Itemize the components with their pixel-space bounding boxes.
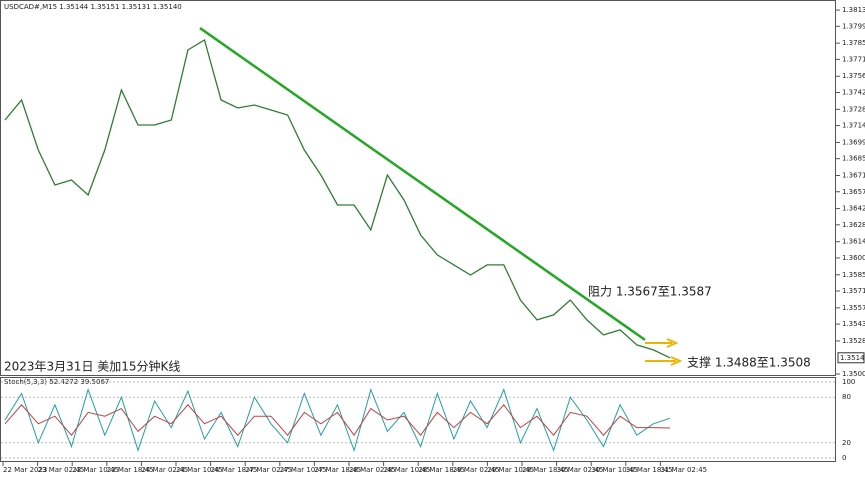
x-tick-label: 29 Mar 02:45 (453, 466, 500, 474)
x-tick-label: 28 Mar 18:45 (418, 466, 465, 474)
y-tick-label: 1.36570 (842, 188, 865, 196)
x-tick-label: 30 Mar 18:45 (626, 466, 673, 474)
header: USDCAD#,M15 1.35144 1.35151 1.35131 1.35… (4, 3, 182, 11)
price-panel (0, 0, 836, 376)
x-tick-label: 24 Mar 10:45 (176, 466, 223, 474)
x-tick-label: 30 Mar 02:45 (557, 466, 604, 474)
y-tick-label: 1.37140 (842, 122, 865, 130)
x-tick-label: 22 Mar 2023 (3, 466, 47, 474)
y-tick-label: 1.36000 (842, 254, 865, 262)
last-price-label: 1.35140 (840, 354, 865, 362)
support-arrow (645, 356, 683, 366)
stoch-tick-label: 0 (842, 454, 846, 462)
stoch-line (4, 404, 671, 437)
x-tick-label: 29 Mar 18:45 (522, 466, 569, 474)
stoch-tick-label: 20 (842, 439, 851, 447)
x-tick-label: 27 Mar 02:45 (245, 466, 292, 474)
y-tick-label: 1.37850 (842, 39, 865, 47)
x-tick-label: 27 Mar 18:45 (314, 466, 361, 474)
y-tick-label: 1.35430 (842, 320, 865, 328)
x-tick-label: 23 Mar 18:45 (107, 466, 154, 474)
price-line (4, 39, 671, 359)
y-tick-label: 1.35285 (842, 337, 865, 345)
last-price-box (837, 352, 865, 364)
y-tick-label: 1.35000 (842, 370, 865, 378)
y-tick-label: 1.37565 (842, 72, 865, 80)
trendline (199, 27, 646, 341)
y-tick-label: 1.35855 (842, 271, 865, 279)
y-tick-label: 1.38135 (842, 6, 865, 14)
y-tick-label: 1.35715 (842, 287, 865, 295)
stoch-line (4, 387, 671, 453)
x-tick-label: 23 Mar 10:45 (72, 466, 119, 474)
chart-title: 2023年3月31日 美加15分钟K线 (4, 359, 180, 374)
stoch-tick-label: 100 (842, 378, 855, 386)
stoch-tick-label: 80 (842, 393, 851, 401)
y-tick-label: 1.36425 (842, 205, 865, 213)
resistance-label: 阻力 1.3567至1.3587 (588, 285, 712, 299)
x-tick-label: 24 Mar 02:45 (141, 466, 188, 474)
y-tick-label: 1.37280 (842, 105, 865, 113)
stoch-header: Stoch(5,3,3) 52.4272 39.5067 (4, 378, 109, 386)
x-tick-label: 24 Mar 18:45 (211, 466, 258, 474)
x-tick-label: 28 Mar 02:45 (349, 466, 396, 474)
y-tick-label: 1.36140 (842, 238, 865, 246)
y-tick-label: 1.36710 (842, 171, 865, 179)
y-tick-label: 1.37425 (842, 88, 865, 96)
x-tick-label: 23 Mar 02:45 (38, 466, 85, 474)
x-tick-label: 31 Mar 02:45 (660, 466, 707, 474)
y-tick-label: 1.36285 (842, 221, 865, 229)
y-tick-label: 1.37995 (842, 22, 865, 30)
support-label: 支撑 1.3488至1.3508 (687, 355, 811, 370)
y-tick-label: 1.36855 (842, 155, 865, 163)
x-tick-label: 27 Mar 10:45 (280, 466, 327, 474)
y-tick-label: 1.37710 (842, 55, 865, 63)
y-tick-label: 1.36995 (842, 138, 865, 146)
y-tick-label: 1.35570 (842, 304, 865, 312)
x-tick-label: 30 Mar 10:45 (591, 466, 638, 474)
stoch-panel (0, 377, 836, 462)
resistance-arrow (645, 338, 679, 348)
x-tick-label: 29 Mar 10:45 (487, 466, 534, 474)
x-tick-label: 28 Mar 10:45 (384, 466, 431, 474)
